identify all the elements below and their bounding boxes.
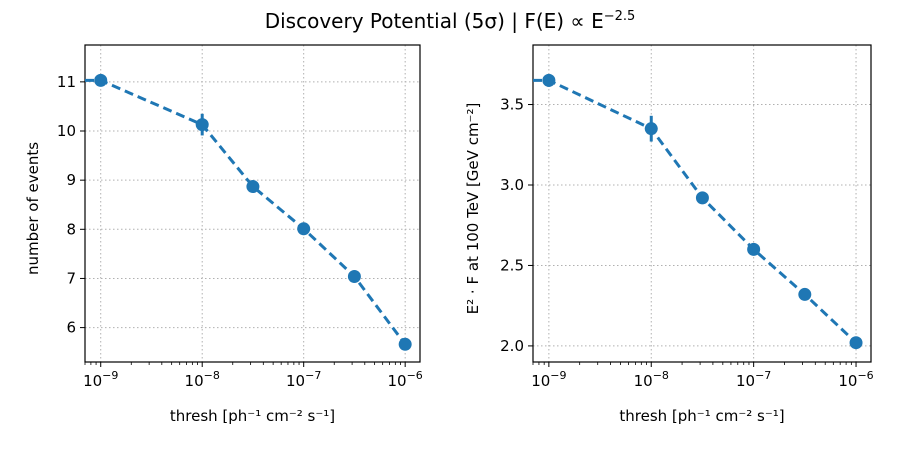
data-point [297,222,311,236]
data-point [798,287,812,301]
y-tick-label: 3.0 [500,176,524,194]
y-tick-label: 6 [66,319,76,337]
x-ticks: 10−9 10−8 10−7 10−6 [83,362,423,390]
x-tick-label: 10−7 [736,369,771,390]
grid [533,45,871,362]
x-tick-label: 10−6 [388,369,423,390]
x-tick-label: 10−8 [185,369,220,390]
data-point [398,337,412,351]
y-tick-label: 2.5 [500,256,524,274]
data-point [849,336,863,350]
data-point [695,191,709,205]
y-axis-label: E² · F at 100 TeV [GeV cm⁻²] [464,103,482,315]
x-axis-label: thresh [ph⁻¹ cm⁻² s⁻¹] [170,407,335,425]
y-tick-label: 2.0 [500,337,524,355]
y-tick-label: 9 [66,171,76,189]
y-tick-label: 11 [57,73,76,91]
chart-panel-left: 10−9 10−8 10−7 10−6 6 7 8 9 10 11 thresh [ph⁻¹ cm⁻… [24,44,423,425]
y-tick-label: 8 [66,220,76,238]
y-tick-label: 10 [57,122,76,140]
chart-panel-right: 10−9 10−8 10−7 10−6 2.0 2.5 3.0 3.5 thresh [ph⁻¹… [464,44,874,425]
series-line [533,78,858,344]
y-axis-label: number of events [24,142,42,275]
data-point [644,122,658,136]
data-point [195,118,209,132]
y-tick-label: 7 [66,269,76,287]
x-tick-label: 10−6 [838,369,873,390]
data-point [542,73,556,87]
data-point [94,73,108,87]
plot-frame [84,44,421,363]
x-tick-label: 10−9 [531,369,566,390]
series [85,73,412,351]
figure-title: Discovery Potential (5σ) | F(E) ∝ E−2.5 [265,9,636,33]
x-tick-label: 10−7 [286,369,321,390]
x-axis-label: thresh [ph⁻¹ cm⁻² s⁻¹] [619,407,784,425]
data-point [747,242,761,256]
x-tick-label: 10−9 [83,369,118,390]
data-point [347,269,361,283]
plot-frame [532,44,872,363]
y-tick-label: 3.5 [500,96,524,114]
y-ticks: 6 7 8 9 10 11 [57,73,85,337]
data-point [246,180,260,194]
series-line [85,78,407,346]
x-ticks: 10−9 10−8 10−7 10−6 [531,362,874,390]
series [533,73,863,350]
grid [85,45,420,362]
y-ticks: 2.0 2.5 3.0 3.5 [500,96,533,355]
x-tick-label: 10−8 [634,369,669,390]
